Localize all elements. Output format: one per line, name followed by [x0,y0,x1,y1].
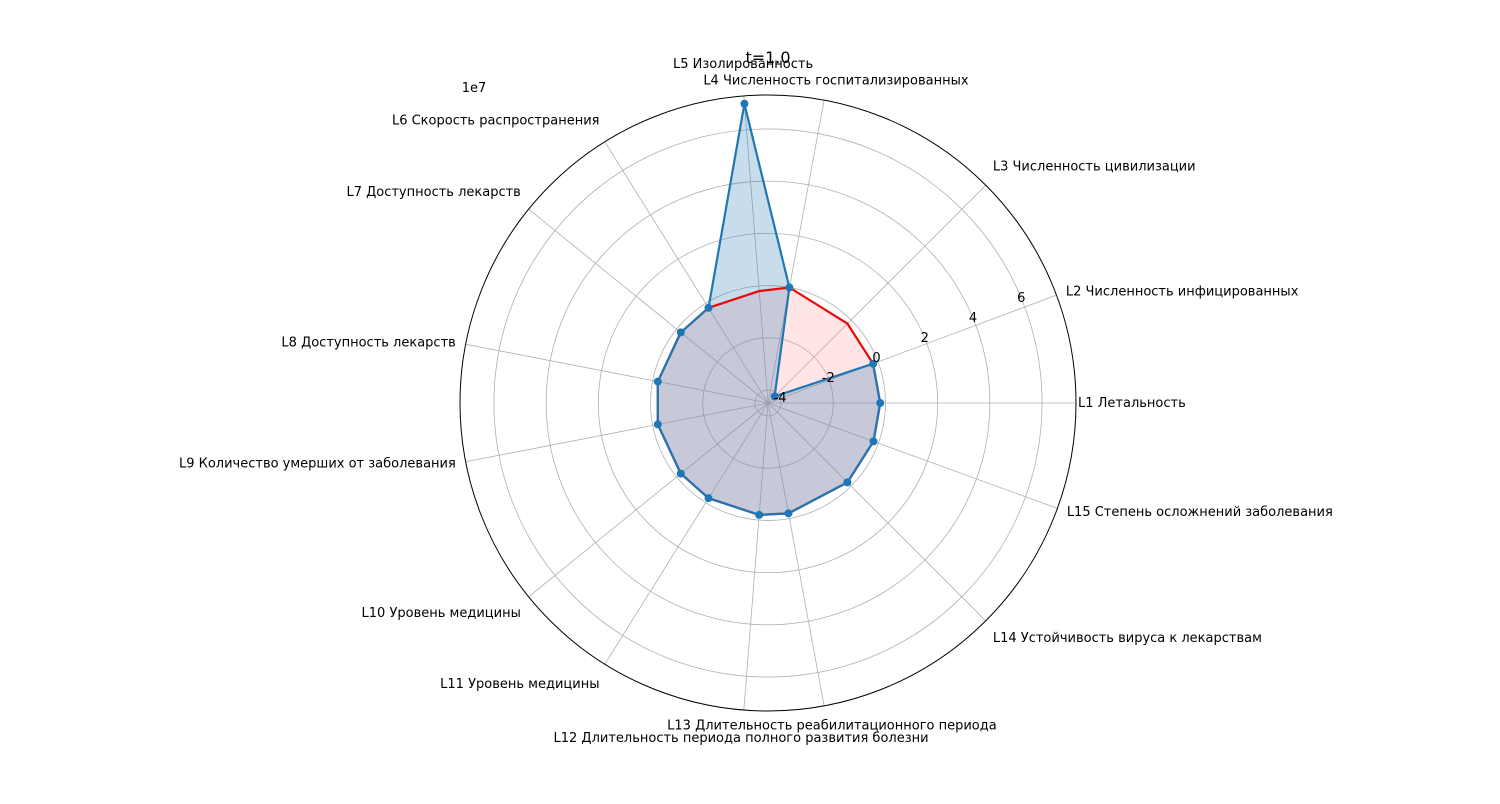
radial-tick-label: 2 [921,331,929,346]
radial-tick-label: 0 [872,351,880,366]
spoke-line [465,343,769,404]
series-point [676,469,685,478]
category-label: L4 Численность госпитализированных [703,73,969,88]
series-point [843,478,852,487]
grid-layer [459,94,1077,712]
spoke-line [528,208,769,404]
series-point [653,377,662,386]
radial-tick-label: 4 [969,311,977,326]
polar-frame [459,94,1077,712]
series-point [676,328,685,337]
grid-circle [597,232,939,574]
spoke-line [767,294,1057,404]
category-label: L15 Степень осложнений заболевания [1067,505,1333,520]
category-label: L13 Длительность реабилитационного перио… [667,719,997,734]
series-point [876,399,885,407]
spoke-line [767,402,987,622]
series-point [785,283,794,292]
spoke-line [767,100,825,404]
series-line-0 [656,102,882,517]
category-label: L14 Устойчивость вируса к лекарствам [993,631,1262,646]
category-label: L1 Летальность [1078,396,1186,411]
series-area-0 [657,103,881,515]
grid-circle [545,180,991,626]
chart-title: t=1.0 [745,48,790,67]
scale-offset-text: 1e7 [462,81,487,96]
series-point [770,392,779,401]
series-point [653,420,662,429]
series-area-1 [657,287,881,515]
series-point [755,510,764,519]
spoke-line [528,402,769,598]
series-point [784,509,793,518]
series-point [704,303,713,312]
radial-tick-label: 6 [1017,291,1025,306]
spoke-line [743,402,769,711]
spoke-line [767,184,987,404]
grid-circle [493,128,1043,678]
radial-tick-label: -2 [822,371,835,386]
series-point [704,494,713,503]
series-layer [653,99,885,519]
spoke-line [604,141,769,404]
category-label: L12 Длительность периода полного развити… [554,731,929,746]
category-label: L10 Уровень медицины [362,606,521,621]
category-label: L2 Численность инфицированных [1066,285,1299,300]
series-point [869,359,878,368]
label-layer: -4 -2 0 2 4 6 L1 Летальность L2 Численность инф… [179,57,1333,746]
category-label: L3 Численность цивилизации [993,159,1196,174]
spoke-line [743,95,769,404]
grid-circle [702,337,834,469]
spoke-line [604,402,769,665]
spoke-line [465,402,769,463]
category-label: L11 Уровень медицины [440,677,599,692]
grid-circle [754,389,782,417]
series-point [740,99,749,108]
grid-circle [650,285,886,521]
spoke-line [767,402,1058,509]
category-label: L5 Изолированность [673,57,813,72]
category-label: L7 Доступность лекарств [346,185,520,200]
category-label: L8 Доступность лекарств [281,335,455,350]
category-label: L9 Количество умерших от заболевания [179,457,456,472]
spoke-line [767,402,825,706]
category-label: L6 Скорость распространения [392,114,600,129]
series-point [869,437,878,446]
radial-tick-label: -4 [774,391,787,406]
